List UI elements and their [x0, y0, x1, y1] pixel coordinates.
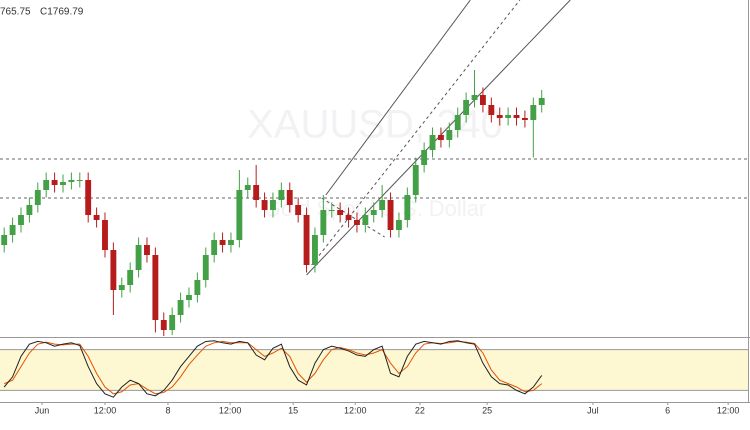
candle-body	[345, 215, 352, 220]
candle-body	[186, 295, 192, 300]
x-tick-label: 8	[165, 405, 170, 415]
candle-body	[429, 135, 436, 150]
stoch-k-line	[3, 340, 543, 398]
candle-body	[513, 115, 520, 118]
candle-body	[152, 255, 159, 320]
candle-body	[202, 255, 209, 280]
candle-body	[488, 105, 495, 115]
candle-body	[446, 130, 453, 140]
x-tick-label: 12:00	[94, 405, 117, 415]
x-tick-label: 12:00	[717, 405, 740, 415]
candle-body	[328, 210, 335, 211]
candle-body	[60, 182, 66, 185]
candle-body	[118, 285, 125, 290]
x-tick-label: Jun	[35, 405, 50, 415]
x-tick-label: 15	[288, 405, 298, 415]
candle-body	[51, 180, 58, 185]
candle-body	[387, 200, 394, 230]
candle-body	[85, 180, 92, 215]
candle-body	[76, 180, 83, 181]
candle-body	[219, 240, 226, 245]
candle-body	[211, 240, 218, 255]
candle-body	[43, 180, 50, 190]
price-pane	[0, 0, 750, 336]
candle-body	[412, 165, 419, 195]
candle-body	[127, 270, 134, 285]
candle-body	[312, 235, 318, 265]
candle-body	[102, 220, 108, 250]
x-tick-label: 12:00	[219, 405, 242, 415]
candle-body	[354, 220, 360, 225]
candle-body	[496, 115, 503, 118]
candle-body	[228, 240, 234, 245]
candle-body	[404, 195, 411, 220]
x-tick-label: Jul	[587, 405, 599, 415]
candle-body	[26, 205, 33, 215]
candle-body	[362, 215, 369, 225]
candle-body	[261, 200, 268, 210]
candle-body	[395, 220, 402, 230]
candle-body	[9, 225, 16, 235]
stoch-band	[0, 349, 748, 391]
candle-body	[34, 190, 41, 205]
candle-body	[370, 210, 377, 215]
candle-body	[454, 115, 461, 130]
candle-body	[437, 135, 444, 140]
candle-body	[68, 180, 75, 182]
candle-body	[93, 215, 100, 220]
candle-body	[471, 95, 478, 100]
header-close: C1769.79	[40, 7, 84, 18]
candle-body	[278, 190, 285, 200]
candle-body	[169, 315, 176, 330]
candle-body	[320, 210, 327, 235]
candle-body	[421, 150, 428, 165]
candle-body	[18, 215, 24, 225]
candle-body	[135, 245, 142, 270]
x-tick-label: 12:00	[344, 405, 367, 415]
candle-body	[1, 235, 8, 245]
x-tick-label: 22	[415, 405, 425, 415]
candle-body	[160, 320, 167, 330]
candle-body	[177, 300, 184, 315]
candle-body	[236, 190, 243, 240]
candle-body	[270, 200, 276, 210]
candle-body	[379, 200, 386, 210]
candle-body	[253, 185, 260, 200]
stoch-d-line	[4, 340, 543, 395]
candle-body	[295, 205, 302, 215]
candle-body	[286, 190, 293, 205]
trend-line	[311, 0, 521, 266]
candle-body	[463, 100, 470, 115]
candle-body	[110, 250, 117, 290]
candle-body	[521, 118, 528, 120]
trend-line	[325, 0, 471, 196]
candle-body	[530, 105, 537, 120]
x-tick-label: 25	[482, 405, 492, 415]
candle-body	[194, 280, 201, 295]
candle-body	[337, 210, 344, 215]
candle-body	[303, 215, 310, 265]
candle-body	[144, 245, 150, 255]
candle-body	[479, 95, 486, 105]
candle-body	[505, 115, 512, 118]
header-low: 765.75	[0, 7, 31, 18]
candle-body	[538, 98, 545, 105]
candle-body	[244, 185, 251, 190]
x-tick-label: 6	[665, 405, 670, 415]
